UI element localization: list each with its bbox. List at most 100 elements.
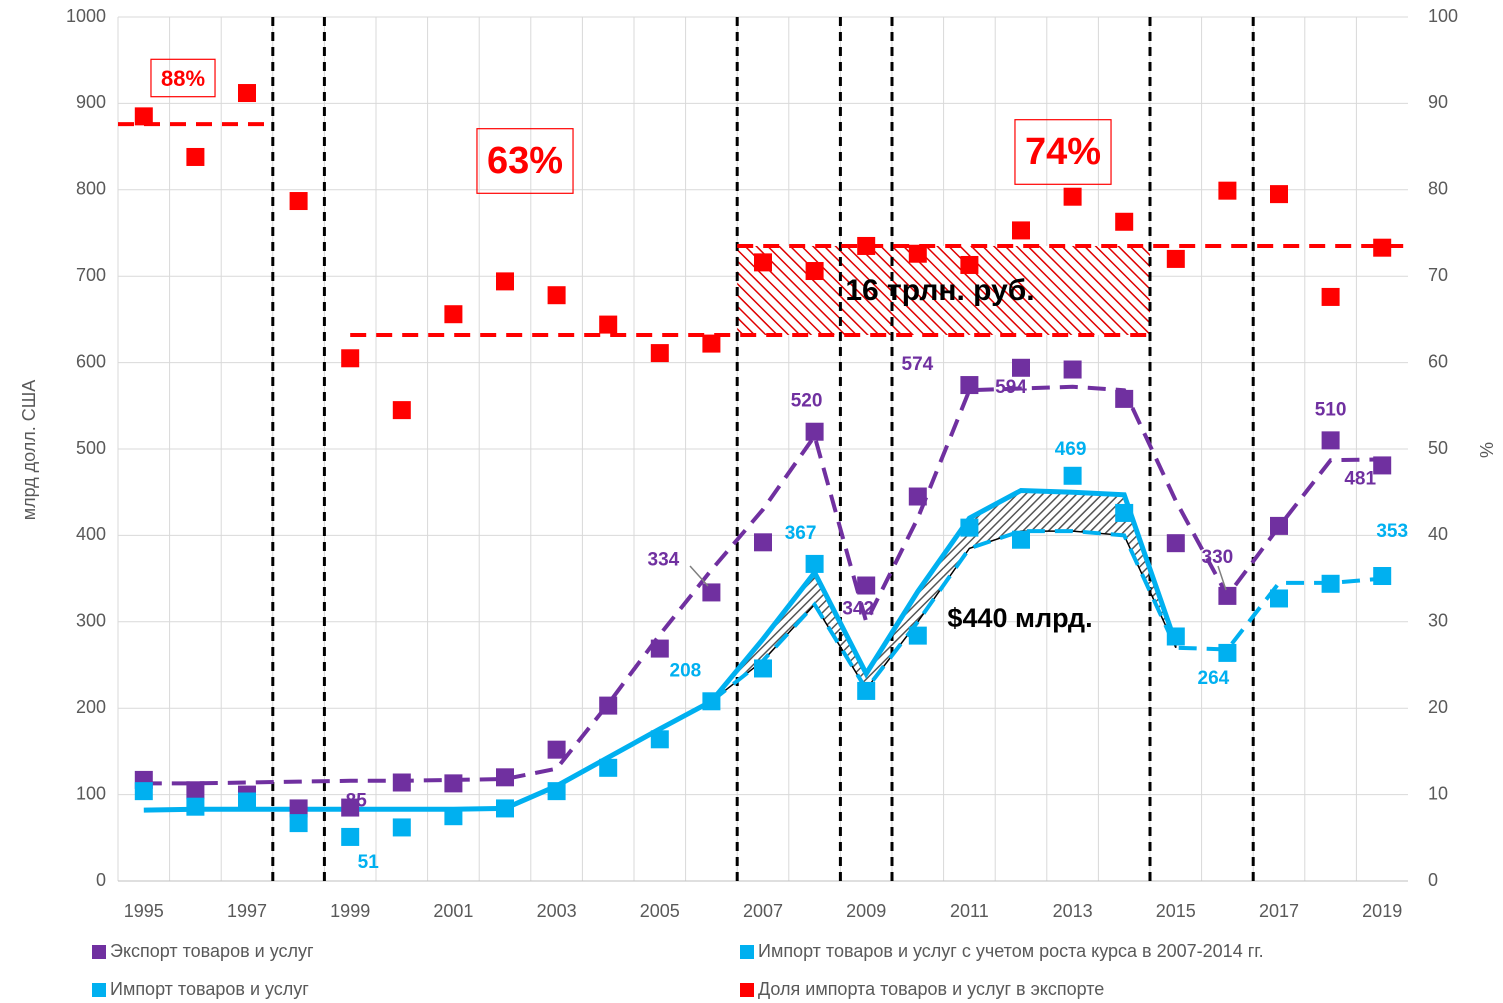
legend-label: Импорт товаров и услуг (110, 979, 309, 999)
marker (1270, 516, 1288, 535)
marker (392, 818, 411, 837)
marker (444, 774, 463, 793)
marker (1012, 358, 1030, 377)
y2-axis-title: % (1477, 442, 1497, 458)
y-tick-label: 500 (76, 438, 106, 458)
x-tick-label: 2005 (640, 901, 680, 921)
y-tick-label: 900 (76, 92, 106, 112)
marker (289, 799, 308, 818)
marker (1115, 503, 1134, 522)
y2-tick-label: 80 (1428, 179, 1448, 199)
marker (650, 639, 669, 658)
marker (1166, 627, 1185, 646)
marker (238, 84, 256, 103)
reference-label: 88% (161, 66, 205, 91)
data-label: 469 (1055, 439, 1087, 460)
hatched-area (737, 245, 1150, 335)
data-label: 51 (358, 852, 380, 873)
data-label: 334 (648, 549, 680, 570)
marker (650, 730, 669, 749)
marker (1012, 530, 1030, 549)
reference-label: 63% (487, 140, 563, 182)
marker (496, 799, 514, 818)
marker (186, 147, 205, 166)
marker (1218, 181, 1237, 200)
data-label: 330 (1202, 547, 1234, 568)
marker (599, 696, 618, 715)
marker (1115, 212, 1134, 231)
y-tick-label: 1000 (66, 6, 106, 26)
marker (1321, 431, 1340, 450)
marker (444, 305, 463, 324)
marker (960, 255, 979, 274)
marker (1270, 589, 1288, 608)
marker (547, 740, 566, 759)
trend-line (143, 384, 1383, 786)
y2-tick-label: 90 (1428, 92, 1448, 112)
marker (1115, 389, 1134, 408)
marker (341, 827, 360, 846)
marker (1166, 249, 1185, 268)
marker (341, 798, 360, 817)
line (143, 487, 1179, 813)
legend-marker (740, 945, 754, 959)
x-tick-label: 2011 (950, 901, 989, 921)
marker (960, 376, 979, 395)
y2-tick-label: 20 (1428, 697, 1448, 717)
x-tick-label: 2013 (1053, 901, 1093, 921)
marker (1373, 567, 1392, 586)
marker (702, 692, 721, 711)
marker (496, 272, 514, 291)
x-tick-label: 1995 (124, 901, 164, 921)
y-tick-label: 400 (76, 524, 106, 544)
legend-label: Экспорт товаров и услуг (110, 941, 314, 961)
marker (754, 533, 772, 552)
leader-line (1217, 565, 1227, 591)
x-tick-label: 2015 (1156, 901, 1196, 921)
marker (702, 583, 721, 602)
marker (908, 626, 927, 645)
x-tick-label: 2007 (743, 901, 783, 921)
legend-label: Доля импорта товаров и услуг в экспорте (758, 979, 1104, 999)
marker (289, 192, 308, 211)
marker (754, 253, 772, 272)
marker (857, 236, 876, 255)
marker (1218, 643, 1237, 662)
x-tick-label: 1999 (330, 901, 370, 921)
y-axis-title: млрд долл. США (19, 380, 39, 521)
data-label: 342 (842, 599, 874, 620)
marker (702, 334, 721, 353)
reference-label: 74% (1025, 131, 1101, 173)
marker (289, 814, 308, 833)
marker (1321, 287, 1340, 306)
y-tick-label: 300 (76, 611, 106, 631)
marker (857, 576, 876, 595)
marker (496, 768, 514, 787)
marker (1373, 238, 1392, 257)
y2-tick-label: 50 (1428, 438, 1448, 458)
label-box (1014, 119, 1112, 185)
data-label: 481 (1344, 468, 1376, 489)
marker (392, 401, 411, 420)
marker (238, 792, 256, 811)
marker (805, 422, 824, 441)
y-tick-label: 200 (76, 697, 106, 717)
data-label: 520 (791, 391, 823, 412)
marker (392, 773, 411, 792)
x-tick-label: 2009 (846, 901, 886, 921)
marker (754, 659, 772, 678)
data-label: 594 (995, 377, 1027, 398)
y-tick-label: 600 (76, 351, 106, 371)
marker (134, 782, 153, 801)
marker (186, 797, 205, 816)
marker (547, 286, 566, 305)
label-box (476, 128, 574, 194)
marker (1166, 534, 1185, 553)
y-tick-label: 100 (76, 783, 106, 803)
x-tick-label: 2017 (1259, 901, 1299, 921)
marker (599, 315, 618, 334)
marker (805, 554, 824, 573)
marker (1063, 360, 1082, 379)
marker (805, 262, 824, 281)
data-label: 264 (1198, 668, 1230, 689)
